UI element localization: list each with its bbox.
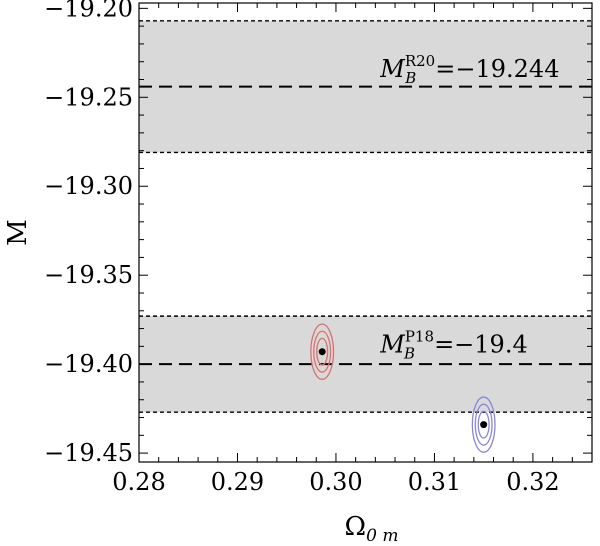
x-axis-label: Ω0 m: [345, 512, 399, 546]
data-point-1: [318, 348, 326, 356]
contour-1-2: [313, 330, 332, 373]
y-tick-label: −19.25: [44, 83, 133, 111]
plot-frame: [138, 2, 593, 463]
x-tick-label: 0.28: [112, 468, 165, 496]
y-axis-label: M: [3, 219, 33, 246]
contour-2-3: [471, 396, 496, 453]
contour-1-1: [316, 337, 329, 366]
x-tick-label: 0.32: [506, 468, 559, 496]
y-tick-label: −19.35: [44, 261, 133, 289]
x-tick-label: 0.31: [408, 468, 461, 496]
x-axis-label-sub: 0 m: [366, 526, 398, 546]
y-tick-label: −19.40: [44, 350, 133, 378]
contour-2-1: [477, 410, 490, 439]
x-tick-label: 0.30: [309, 468, 362, 496]
x-axis-label-main: Ω: [345, 512, 367, 542]
bands-layer: [139, 20, 592, 413]
band-label-p18: MP18 B =−19.4: [379, 328, 527, 363]
x-tick-label: 0.29: [211, 468, 264, 496]
y-tick-label: −19.45: [44, 439, 133, 467]
y-tick-label: −19.20: [44, 0, 133, 22]
contour-2-2: [474, 403, 493, 446]
tick-labels-layer: 0.28 0.29 0.30 0.31 0.32 −19.20 −19.25 −19.30 −1…: [44, 0, 559, 496]
contour-1-3: [310, 323, 335, 380]
band-labels-layer: MR20 B =−19.244 MP18 B =−19.4: [379, 52, 559, 363]
data-point-2: [480, 421, 488, 429]
band-label-r20: MR20 B =−19.244: [379, 52, 559, 87]
y-tick-label: −19.30: [44, 172, 133, 200]
ticks-layer: [138, 3, 593, 462]
points-layer: [310, 323, 496, 453]
